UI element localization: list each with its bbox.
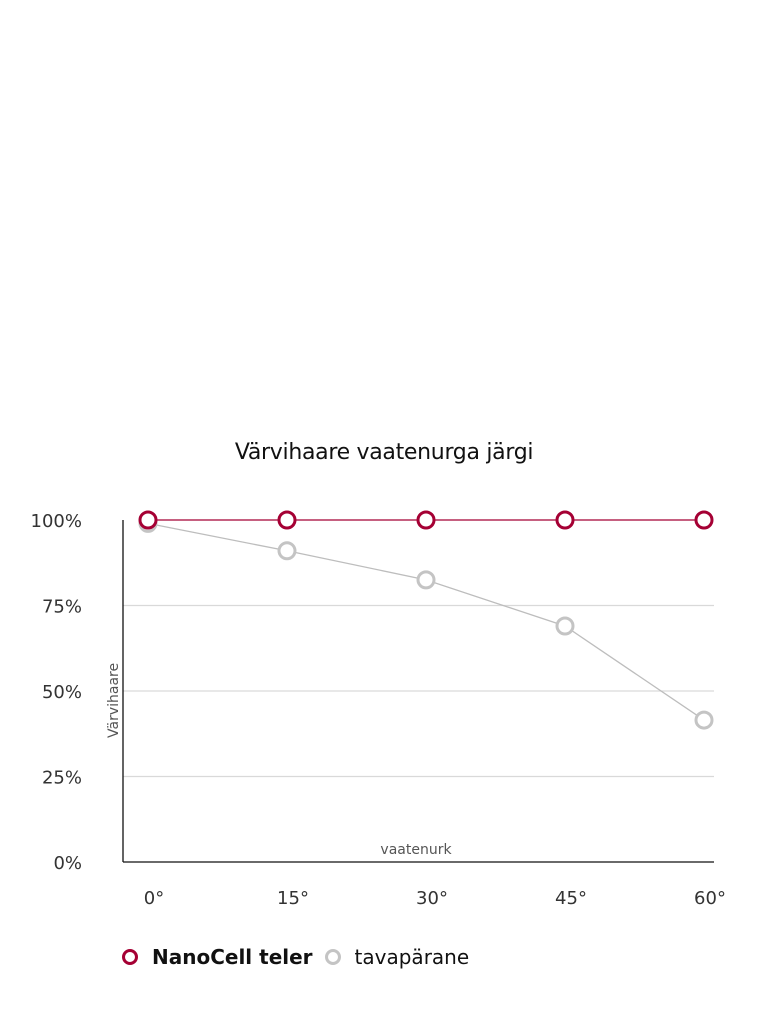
legend-label: NanoCell teler [152,945,313,969]
series-nanocell [138,510,714,530]
y-tick-label: 50% [42,682,82,703]
legend-item-nanocell: NanoCell teler [122,945,313,969]
x-tick-label: 15° [277,888,309,909]
y-tick-label: 75% [42,597,82,618]
x-tick-label: 30° [416,888,448,909]
x-axis-ticks: 0° 15° 30° 45° 60° [144,888,726,909]
legend-item-conventional: tavapärane [324,945,470,969]
data-point-marker [138,510,158,530]
y-axis-label: Värvihaare [106,663,122,738]
x-tick-label: 60° [694,888,726,909]
data-point-marker [555,616,575,636]
data-point-marker [694,710,714,730]
y-axis-ticks: 0% 25% 50% 75% 100% [31,511,82,874]
circle-marker-icon [324,949,341,965]
data-point-marker [694,510,714,530]
legend-label: tavapärane [354,945,470,969]
data-point-marker [416,510,436,530]
x-tick-label: 0° [144,888,164,909]
y-tick-label: 25% [42,768,82,789]
data-point-marker [277,541,297,561]
data-point-marker [416,570,436,590]
circle-marker-icon [122,949,138,965]
series-layer [138,510,714,730]
x-axis-label: vaatenurk [380,842,452,858]
x-tick-label: 45° [555,888,587,909]
y-tick-label: 100% [31,511,82,532]
gridlines [123,604,714,778]
data-point-marker [277,510,297,530]
series-conventional [138,513,714,730]
chart-title: Värvihaare vaatenurga järgi [234,440,534,465]
legend: NanoCell teler tavapärane [122,945,481,969]
data-point-marker [555,510,575,530]
y-tick-label: 0% [53,853,82,874]
